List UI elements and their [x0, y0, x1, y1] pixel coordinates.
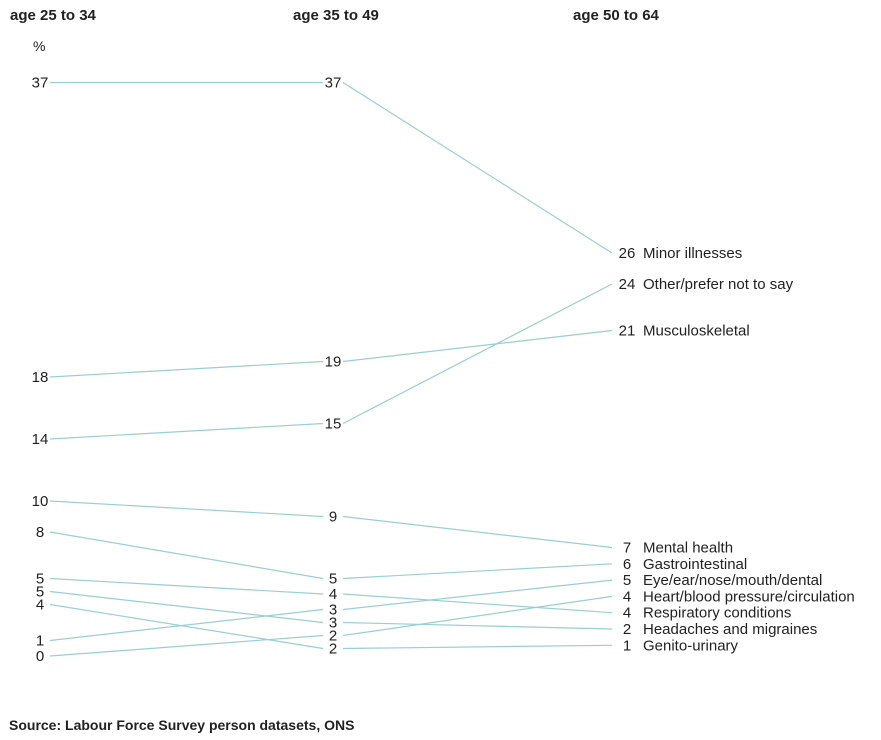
unit-label: % — [33, 38, 45, 54]
category-label-musculoskeletal: Musculoskeletal — [643, 323, 750, 340]
line-eye-ear-nose-mouth-dental-seg-2 — [342, 579, 613, 611]
value-label-other-prefer-not-to-say-3: 24 — [619, 276, 636, 293]
line-musculoskeletal-seg-1 — [49, 360, 324, 378]
column-header-age-50-64: age 50 to 64 — [573, 7, 660, 24]
line-genito-urinary-seg-1 — [49, 603, 324, 650]
value-label-other-prefer-not-to-say-2: 15 — [325, 416, 342, 433]
line-heart-blood-pressure-circulation-seg-2 — [342, 595, 613, 637]
line-mental-health-seg-1 — [49, 500, 324, 518]
value-label-genito-urinary-1: 4 — [36, 597, 44, 614]
value-label-headaches-and-migraines-1: 5 — [36, 584, 44, 601]
value-label-minor-illnesses-3: 26 — [619, 245, 636, 262]
value-label-genito-urinary-2: 2 — [329, 641, 337, 658]
value-label-heart-blood-pressure-circulation-1: 0 — [36, 648, 44, 665]
value-label-minor-illnesses-1: 37 — [32, 75, 49, 92]
line-heart-blood-pressure-circulation-seg-1 — [49, 634, 324, 657]
line-headaches-and-migraines-seg-2 — [342, 621, 613, 630]
line-other-prefer-not-to-say-seg-2 — [342, 283, 613, 425]
line-other-prefer-not-to-say-seg-1 — [49, 422, 324, 440]
value-label-eye-ear-nose-mouth-dental-1: 1 — [36, 633, 44, 650]
value-label-mental-health-1: 10 — [32, 493, 49, 510]
category-label-respiratory-conditions: Respiratory conditions — [643, 605, 791, 622]
line-gastrointestinal-seg-2 — [342, 563, 613, 580]
category-label-heart-blood-pressure-circulation: Heart/blood pressure/circulation — [643, 588, 855, 605]
value-label-heart-blood-pressure-circulation-2: 2 — [329, 628, 337, 645]
line-minor-illnesses-seg-2 — [342, 81, 613, 254]
value-label-eye-ear-nose-mouth-dental-3: 5 — [623, 572, 631, 589]
value-label-mental-health-2: 9 — [329, 509, 337, 526]
value-label-heart-blood-pressure-circulation-3: 4 — [623, 588, 631, 605]
value-label-respiratory-conditions-3: 4 — [623, 605, 631, 622]
value-label-other-prefer-not-to-say-1: 14 — [32, 431, 49, 448]
value-label-respiratory-conditions-1: 5 — [36, 571, 44, 588]
category-label-gastrointestinal: Gastrointestinal — [643, 556, 747, 573]
value-label-genito-urinary-3: 1 — [623, 637, 631, 654]
line-headaches-and-migraines-seg-1 — [49, 590, 324, 624]
category-label-genito-urinary: Genito-urinary — [643, 637, 739, 654]
value-label-gastrointestinal-2: 5 — [329, 571, 337, 588]
column-header-age-35-49: age 35 to 49 — [293, 7, 379, 24]
line-respiratory-conditions-seg-2 — [342, 593, 613, 614]
line-respiratory-conditions-seg-1 — [49, 577, 324, 595]
value-label-gastrointestinal-1: 8 — [36, 524, 44, 541]
value-label-musculoskeletal-3: 21 — [619, 323, 636, 340]
category-label-minor-illnesses: Minor illnesses — [643, 245, 742, 262]
value-label-minor-illnesses-2: 37 — [325, 75, 342, 92]
category-label-mental-health: Mental health — [643, 540, 733, 557]
line-genito-urinary-seg-2 — [342, 644, 613, 650]
value-label-respiratory-conditions-2: 4 — [329, 586, 337, 603]
column-header-age-25-34: age 25 to 34 — [10, 7, 97, 24]
value-label-gastrointestinal-3: 6 — [623, 556, 631, 573]
series-lines — [49, 81, 613, 657]
line-musculoskeletal-seg-2 — [342, 329, 613, 363]
value-label-eye-ear-nose-mouth-dental-2: 3 — [329, 602, 337, 619]
value-label-headaches-and-migraines-2: 3 — [329, 615, 337, 632]
category-label-other-prefer-not-to-say: Other/prefer not to say — [643, 276, 794, 293]
value-label-musculoskeletal-2: 19 — [325, 354, 342, 371]
line-gastrointestinal-seg-1 — [49, 531, 324, 580]
category-label-headaches-and-migraines: Headaches and migraines — [643, 621, 817, 638]
source-note: Source: Labour Force Survey person datas… — [9, 717, 354, 733]
value-label-musculoskeletal-1: 18 — [32, 369, 49, 386]
line-mental-health-seg-2 — [342, 515, 613, 549]
category-label-eye-ear-nose-mouth-dental: Eye/ear/nose/mouth/dental — [643, 572, 822, 589]
value-label-mental-health-3: 7 — [623, 540, 631, 557]
line-eye-ear-nose-mouth-dental-seg-1 — [49, 608, 324, 642]
value-label-headaches-and-migraines-3: 2 — [623, 621, 631, 638]
